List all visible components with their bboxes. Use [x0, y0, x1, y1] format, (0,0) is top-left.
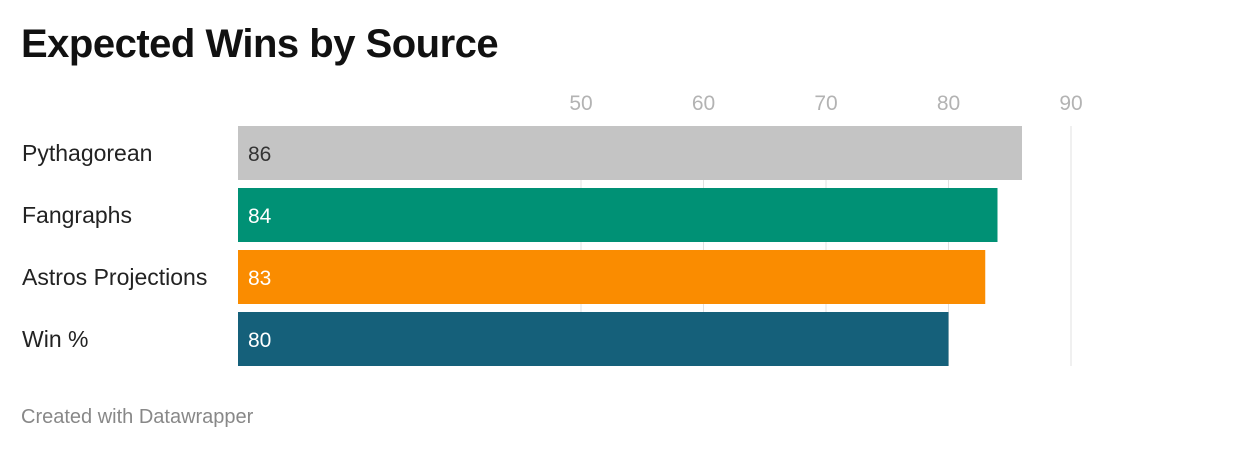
category-labels: Pythagorean Fangraphs Astros Projections Wi…	[22, 140, 207, 352]
category-label: Pythagorean	[22, 140, 152, 166]
x-tick-label: 80	[937, 92, 960, 115]
bar-pythagorean	[238, 126, 1022, 180]
value-label: 80	[248, 329, 271, 352]
bar-astros-projections	[238, 250, 986, 304]
chart-title: Expected Wins by Source	[21, 22, 499, 66]
x-tick-label: 50	[569, 92, 592, 115]
x-tick-labels: 50 60 70 80 90	[569, 92, 1082, 115]
bar-win	[238, 312, 949, 366]
credit-footer: Created with Datawrapper	[21, 406, 254, 428]
bars	[238, 126, 1022, 366]
value-labels: 86 84 83 80	[248, 143, 272, 352]
category-label: Win %	[22, 326, 88, 352]
bar-chart: 50 60 70 80 90 Pythagorean Fangraphs Astros Pr…	[22, 92, 1083, 366]
x-tick-label: 70	[814, 92, 837, 115]
category-label: Fangraphs	[22, 202, 132, 228]
category-label: Astros Projections	[22, 264, 207, 290]
bar-fangraphs	[238, 188, 998, 242]
x-tick-label: 60	[692, 92, 715, 115]
value-label: 83	[248, 267, 271, 290]
value-label: 86	[248, 143, 271, 166]
value-label: 84	[248, 205, 272, 228]
x-tick-label: 90	[1059, 92, 1082, 115]
